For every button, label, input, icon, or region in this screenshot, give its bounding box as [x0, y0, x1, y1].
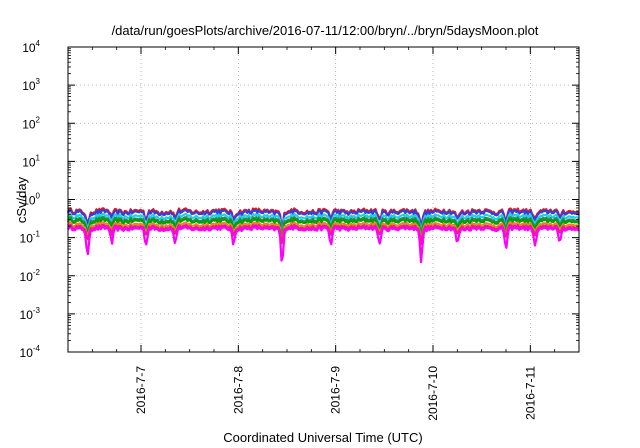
x-tick-label: 2016-7-7 [134, 366, 148, 414]
y-tick-label: 10-1 [20, 230, 41, 246]
series-line [67, 225, 580, 264]
series-line [67, 212, 580, 235]
y-tick-label: 100 [22, 192, 40, 208]
series-line [66, 208, 580, 231]
y-tick-label: 10-2 [20, 268, 41, 284]
x-axis: 2016-7-7 2016-7-8 2016-7-9 2016-7-10 2016-7-… [67, 47, 580, 421]
y-tick-label: 101 [22, 153, 40, 169]
x-axis-label: Coordinated Universal Time (UTC) [223, 430, 422, 445]
series-line [67, 223, 580, 246]
y-axis: 10-4 10-3 10-2 10-1 100 101 102 103 104 [20, 39, 579, 360]
y-tick-label: 10-4 [20, 344, 41, 360]
series-line [67, 221, 580, 243]
series-line [67, 217, 580, 240]
y-tick-label: 102 [22, 115, 40, 131]
chart-title: /data/run/goesPlots/archive/2016-07-11/1… [112, 23, 539, 38]
x-tick-label: 2016-7-10 [426, 366, 440, 421]
y-axis-label: cSv/day [14, 176, 29, 223]
x-tick-label: 2016-7-11 [523, 366, 537, 420]
series-group [66, 207, 580, 264]
grid [68, 47, 579, 352]
y-tick-label: 10-3 [20, 306, 41, 322]
series-line [67, 216, 580, 238]
y-tick-label: 104 [22, 39, 40, 55]
x-tick-label: 2016-7-8 [231, 366, 245, 414]
y-tick-label: 103 [22, 77, 40, 93]
x-tick-label: 2016-7-9 [329, 366, 343, 414]
